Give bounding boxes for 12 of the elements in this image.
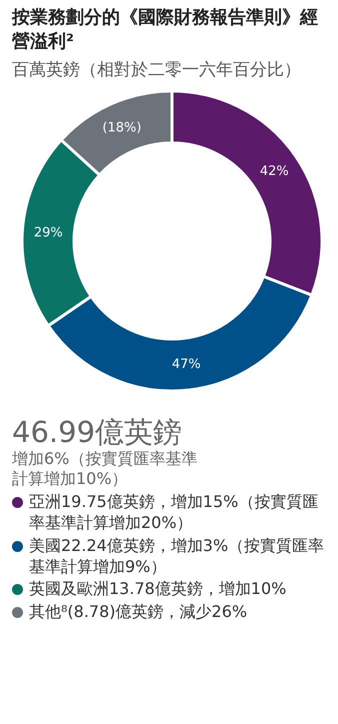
text: 46.99億英鎊 xyxy=(12,414,184,449)
chart-subtitle: 百萬英鎊（相對於二零一六年百分比） xyxy=(12,58,302,81)
legend-label: 美國22.24億英鎊，增加3%（按實質匯率基準計算增加9%） xyxy=(29,536,326,578)
chart-title: 按業務劃分的《國際財務報告準則》經營溢利² xyxy=(12,6,319,54)
data-label: 47% xyxy=(172,356,201,372)
legend-label: 英國及歐洲13.78億英鎊，增加10% xyxy=(29,579,286,600)
legend-label: 其他⁸(8.78)億英鎊，減少26% xyxy=(29,602,248,623)
data-label: 29% xyxy=(34,225,63,240)
data-label: (18%) xyxy=(102,120,142,136)
text: 增加6%（按實質匯率基準計算增加10%） xyxy=(12,448,198,490)
legend-label: 亞洲19.75億英鎊，增加15%（按實質匯率基準計算增加20%） xyxy=(29,492,320,534)
data-label: 42% xyxy=(260,164,289,179)
